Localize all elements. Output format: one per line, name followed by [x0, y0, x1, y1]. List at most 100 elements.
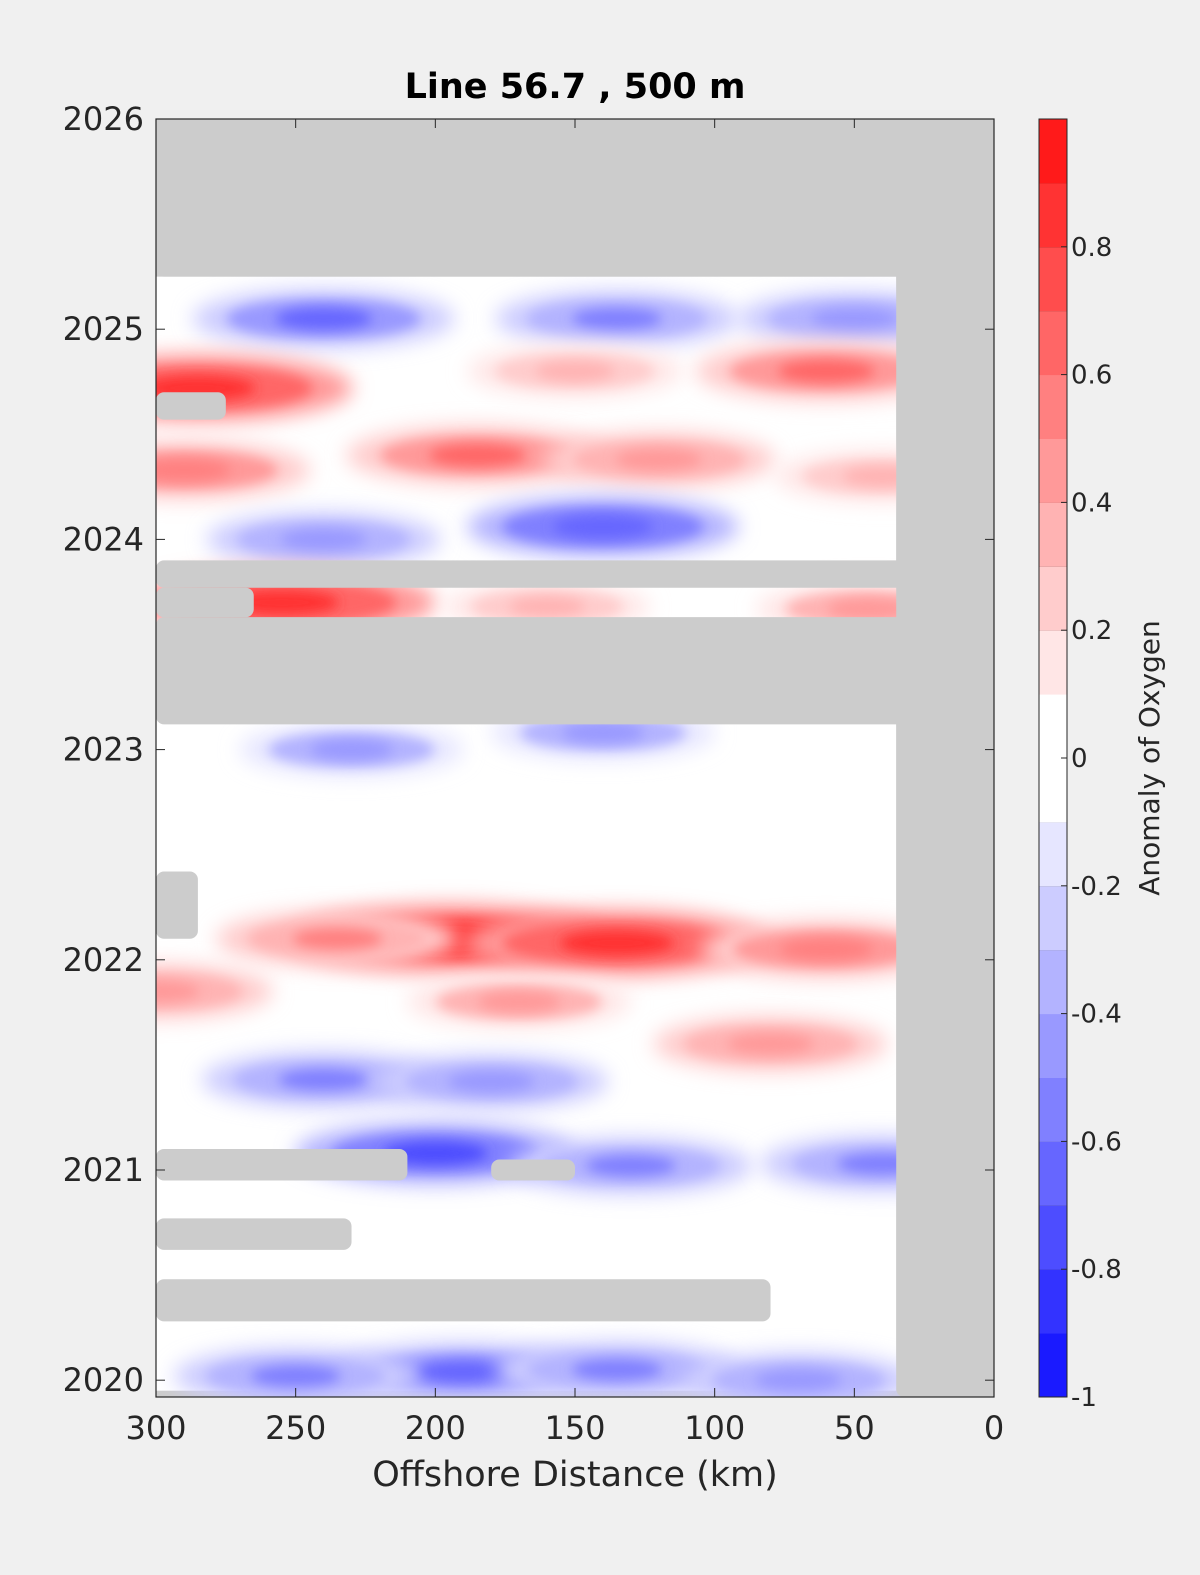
colorbar-tick-label: -0.2 — [1071, 872, 1122, 902]
anomaly-core — [428, 444, 526, 467]
colorbar-tick-label: -0.8 — [1071, 1255, 1122, 1285]
colorbar-band — [1039, 1205, 1067, 1270]
anomaly-feature — [462, 909, 772, 977]
colorbar-band — [1039, 119, 1067, 184]
no-data-region — [896, 119, 994, 1397]
anomaly-feature — [346, 425, 609, 486]
anomaly-feature — [216, 910, 460, 968]
colorbar-tick-label: -0.6 — [1071, 1127, 1122, 1157]
x-tick-label: 0 — [984, 1409, 1004, 1447]
y-tick-label: 2023 — [63, 731, 144, 769]
colorbar-band — [1039, 246, 1067, 312]
anomaly-feature — [156, 354, 353, 422]
anomaly-core — [310, 739, 394, 760]
colorbar-band — [1039, 502, 1067, 567]
anomaly-core — [777, 360, 875, 383]
anomaly-core — [280, 529, 367, 550]
y-tick-label: 2020 — [63, 1361, 144, 1399]
no-data-region — [156, 119, 994, 277]
anomaly-core — [755, 1370, 842, 1391]
anomaly-core — [727, 1033, 814, 1055]
colorbar: -1 -0.8 -0.6 -0.4 -0.2 0 0.2 0.4 0.6 0.8 — [1038, 118, 1122, 1413]
anomaly-core — [559, 930, 675, 956]
anomaly-feature — [374, 1053, 608, 1110]
colorbar-tick-label: 0 — [1071, 744, 1088, 774]
colorbar-band — [1039, 758, 1067, 823]
y-tick-label: 2026 — [63, 100, 144, 138]
anomaly-feature — [467, 496, 739, 558]
colorbar-band — [1039, 821, 1067, 887]
plot-area — [156, 119, 994, 1397]
anomaly-core — [571, 1359, 662, 1381]
anomaly-core — [447, 1071, 535, 1092]
colorbar-band — [1039, 885, 1067, 951]
no-data-layer — [156, 119, 994, 1397]
colorbar-band — [1039, 1333, 1067, 1398]
colorbar-band — [1039, 438, 1067, 503]
no-data-region — [156, 871, 198, 939]
colorbar-band — [1039, 374, 1067, 439]
colorbar-band — [1039, 1077, 1067, 1142]
colorbar-band — [1039, 182, 1067, 248]
anomaly-feature — [192, 288, 455, 349]
y-tick-label: 2021 — [63, 1151, 144, 1189]
anomaly-core — [278, 1069, 369, 1091]
colorbar-tick-label: -0.4 — [1071, 1000, 1122, 1030]
no-data-region — [156, 587, 254, 618]
no-data-region — [156, 1279, 771, 1322]
colorbar-band — [1039, 1269, 1067, 1334]
anomaly-core — [779, 938, 874, 961]
colorbar-tick-label: 0.2 — [1071, 616, 1112, 646]
colorbar-tick-label: -1 — [1071, 1383, 1097, 1413]
colorbar-tick-label: 0.4 — [1071, 488, 1112, 518]
colorbar-label: Anomaly of Oxygen — [1133, 620, 1166, 896]
colorbar-band — [1039, 1141, 1067, 1206]
anomaly-feature — [239, 722, 464, 777]
anomaly-feature — [174, 1347, 418, 1397]
x-tick-label: 250 — [265, 1409, 326, 1447]
no-data-region — [156, 1148, 408, 1181]
anomaly-feature — [156, 963, 273, 1020]
x-tick-label: 50 — [834, 1409, 875, 1447]
y-tick-label: 2025 — [63, 310, 144, 348]
y-axis: 2020 2021 2022 2023 2024 2025 2026 — [63, 100, 994, 1399]
no-data-region — [491, 1159, 575, 1181]
anomaly-feature — [495, 1341, 739, 1397]
anomaly-core — [535, 361, 615, 381]
colorbar-band — [1039, 630, 1067, 695]
anomaly-feature — [407, 974, 632, 1029]
x-axis: 300 250 200 150 100 50 0 — [125, 119, 1004, 1447]
anomaly-feature — [467, 344, 683, 398]
anomaly-core — [571, 308, 662, 330]
colorbar-band — [1039, 694, 1067, 759]
colorbar-band — [1039, 566, 1067, 631]
anomaly-core — [275, 307, 373, 330]
anomaly-core — [615, 449, 703, 470]
chart-title: Line 56.7 , 500 m — [405, 67, 746, 107]
anomaly-core — [552, 515, 654, 539]
no-data-region — [156, 1218, 352, 1250]
anomaly-core — [811, 308, 898, 329]
anomaly-feature — [653, 1016, 888, 1072]
anomaly-feature — [695, 341, 958, 402]
anomaly-core — [585, 1155, 676, 1177]
colorbar-band — [1039, 1013, 1067, 1078]
colorbar-band — [1039, 949, 1067, 1015]
anomaly-core — [477, 991, 561, 1012]
no-data-region — [156, 617, 994, 725]
anomaly-core — [292, 928, 383, 950]
anomaly-feature — [206, 511, 441, 568]
anomaly-feature — [542, 431, 776, 488]
colorbar-tick-label: 0.6 — [1071, 361, 1112, 391]
anomaly-core — [383, 1141, 488, 1165]
anomaly-feature — [681, 1352, 916, 1397]
anomaly-feature — [202, 1051, 446, 1109]
x-axis-label: Offshore Distance (km) — [372, 1455, 778, 1495]
anomaly-core — [156, 981, 200, 1002]
anomaly-feature — [495, 290, 739, 348]
no-data-region — [156, 392, 226, 420]
anomaly-feature — [156, 440, 311, 500]
x-tick-label: 200 — [405, 1409, 466, 1447]
x-tick-label: 300 — [125, 1409, 186, 1447]
